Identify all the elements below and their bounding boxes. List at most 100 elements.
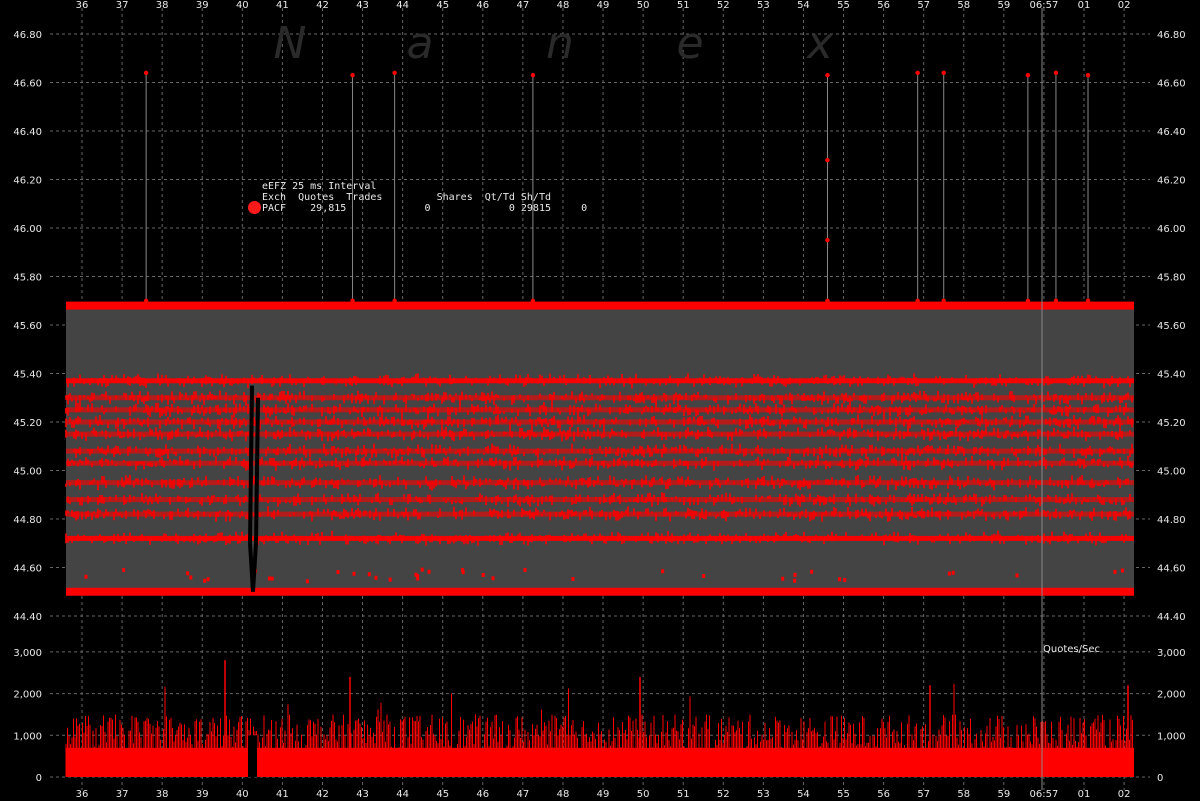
y-tick-label-left: 46.80 xyxy=(13,30,42,41)
quote-cluster xyxy=(66,395,1134,401)
quotes-per-sec-label: Quotes/Sec xyxy=(1043,644,1100,655)
spike-point xyxy=(941,298,946,303)
spike-point xyxy=(915,70,920,76)
x-tick-label-bottom: 43 xyxy=(356,789,369,800)
spike-point xyxy=(1085,298,1091,303)
x-tick-label-bottom: 37 xyxy=(116,789,129,800)
y-tick-label-right: 0 xyxy=(1157,773,1163,784)
x-tick-label-top: 46 xyxy=(476,0,489,11)
quote-cluster xyxy=(66,480,1134,486)
quote-cluster xyxy=(66,448,1134,454)
quote-cluster-noise xyxy=(65,390,1133,406)
x-tick-label-top: 38 xyxy=(156,0,169,11)
x-tick-label-top: 52 xyxy=(717,0,730,11)
x-tick-label-bottom: 52 xyxy=(717,789,730,800)
x-tick-label-bottom: 01 xyxy=(1078,789,1091,800)
x-tick-label-top: 36 xyxy=(76,0,89,11)
x-tick-label-top: 06:57 xyxy=(1030,0,1059,11)
x-tick-label-top: 41 xyxy=(276,0,289,11)
y-tick-label-left: 1,000 xyxy=(13,731,42,742)
y-tick-label-left: 46.00 xyxy=(13,224,42,235)
x-tick-label-top: 42 xyxy=(316,0,329,11)
spike-point xyxy=(941,70,946,76)
axis-labels: 36 36 37 37 38 38 39 39 40 40 41 41 42 42 43 43 44 44 45 45… xyxy=(13,0,1185,800)
y-tick-label-left: 44.40 xyxy=(13,612,42,623)
spike-point xyxy=(1025,298,1031,303)
ask-line xyxy=(66,301,1134,310)
y-tick-label-right: 46.60 xyxy=(1157,79,1186,90)
x-tick-label-top: 56 xyxy=(877,0,890,11)
x-tick-label-bottom: 53 xyxy=(757,789,770,800)
info-headers: Exch Quotes Trades Shares Qt/Td Sh/Td xyxy=(262,192,551,203)
y-tick-label-right: 45.80 xyxy=(1157,273,1186,284)
bid-line xyxy=(66,587,1134,596)
x-tick-label-top: 43 xyxy=(356,0,369,11)
y-tick-label-left: 46.20 xyxy=(13,176,42,187)
x-tick-label-bottom: 57 xyxy=(917,789,930,800)
x-tick-label-bottom: 39 xyxy=(196,789,209,800)
y-tick-label-right: 44.80 xyxy=(1157,515,1186,526)
quote-cluster-noise xyxy=(73,443,1133,459)
watermark-letter: n xyxy=(546,18,574,69)
x-tick-label-top: 44 xyxy=(396,0,409,11)
quote-cluster-noise xyxy=(65,414,1133,430)
spike-point xyxy=(825,237,830,243)
watermark-letter: x xyxy=(805,18,834,69)
quote-plot xyxy=(65,70,1134,596)
x-tick-label-top: 01 xyxy=(1078,0,1091,11)
x-tick-label-top: 02 xyxy=(1118,0,1131,11)
spike-point xyxy=(350,73,355,78)
watermark-letter: a xyxy=(407,18,434,69)
x-tick-label-bottom: 50 xyxy=(637,789,650,800)
watermark-letter: N xyxy=(274,18,307,69)
x-tick-label-bottom: 42 xyxy=(316,789,329,800)
x-tick-label-bottom: 06:57 xyxy=(1030,789,1059,800)
quote-cluster xyxy=(66,460,1134,466)
info-row: PACF 29,815 0 0 29815 0 xyxy=(262,203,588,214)
quote-cluster-noise xyxy=(67,373,1131,389)
y-tick-label-right: 45.20 xyxy=(1157,418,1186,429)
x-tick-label-bottom: 44 xyxy=(396,789,409,800)
quotes-bars xyxy=(65,683,1133,777)
x-tick-label-bottom: 36 xyxy=(76,789,89,800)
spike-point xyxy=(1053,70,1059,76)
y-tick-label-right: 46.40 xyxy=(1157,127,1186,138)
y-tick-label-right: 46.80 xyxy=(1157,30,1186,41)
x-tick-label-bottom: 38 xyxy=(156,789,169,800)
x-tick-label-top: 55 xyxy=(837,0,850,11)
spike-point xyxy=(1025,73,1031,78)
watermark-letter: e xyxy=(676,18,703,69)
y-tick-label-right: 44.60 xyxy=(1157,564,1186,575)
quote-dip xyxy=(247,385,260,592)
x-tick-label-bottom: 54 xyxy=(797,789,810,800)
quote-cluster-noise xyxy=(65,474,1129,491)
y-tick-label-left: 44.60 xyxy=(13,564,42,575)
y-tick-label-right: 3,000 xyxy=(1157,648,1186,659)
info-title: eEFZ 25 ms Interval xyxy=(262,181,377,192)
y-tick-label-right: 45.60 xyxy=(1157,321,1186,332)
x-tick-label-bottom: 59 xyxy=(997,789,1010,800)
y-tick-label-left: 46.40 xyxy=(13,127,42,138)
x-tick-label-top: 39 xyxy=(196,0,209,11)
y-tick-label-left: 45.20 xyxy=(13,418,42,429)
exchange-marker-dot xyxy=(248,201,261,214)
spike-point xyxy=(350,298,355,303)
quotes-gap xyxy=(248,735,257,777)
y-tick-label-left: 45.40 xyxy=(13,370,42,381)
y-tick-label-left: 45.00 xyxy=(13,467,42,478)
x-tick-label-top: 47 xyxy=(517,0,530,11)
x-tick-label-top: 50 xyxy=(637,0,650,11)
x-tick-label-top: 37 xyxy=(116,0,129,11)
x-tick-label-top: 45 xyxy=(436,0,449,11)
y-tick-label-left: 2,000 xyxy=(13,690,42,701)
spike-point xyxy=(530,298,536,303)
spike-point xyxy=(392,298,397,303)
y-tick-label-right: 44.40 xyxy=(1157,612,1186,623)
y-tick-label-right: 1,000 xyxy=(1157,731,1186,742)
quote-cluster-noise xyxy=(65,506,1131,522)
spike-point xyxy=(825,73,830,78)
spike-point xyxy=(825,157,830,163)
x-tick-label-top: 58 xyxy=(957,0,970,11)
info-panel: eEFZ 25 ms Interval Exch Quotes Trades Sh… xyxy=(262,181,587,214)
